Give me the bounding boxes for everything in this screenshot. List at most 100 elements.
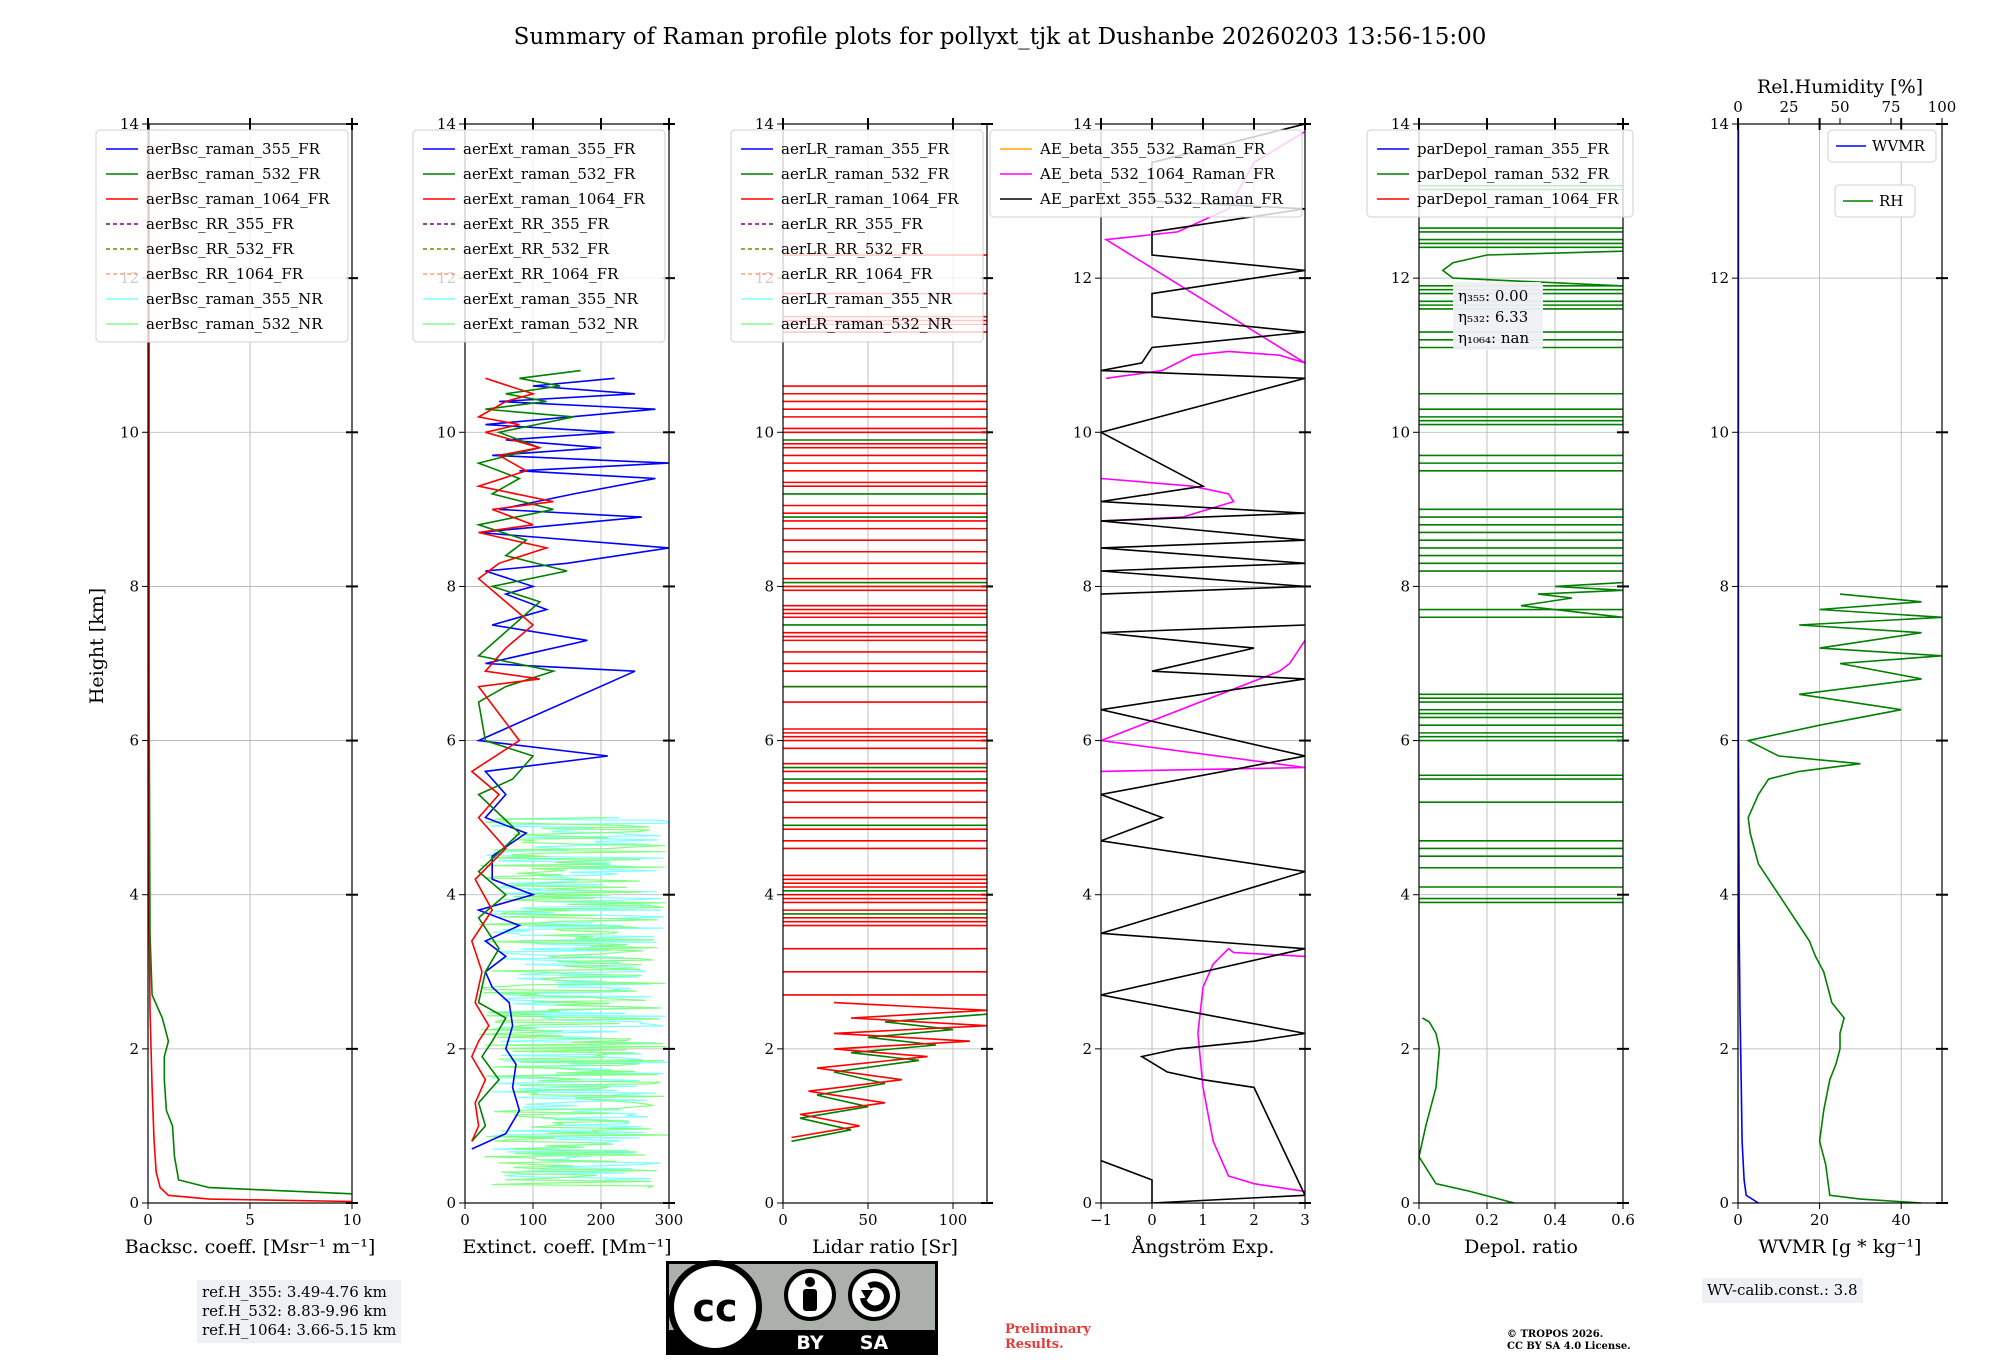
y-tick-label: 0 — [129, 1194, 139, 1212]
y-tick-label: 6 — [1719, 732, 1729, 750]
y-tick-label: 4 — [129, 886, 139, 904]
y-tick-label: 6 — [1082, 732, 1092, 750]
y-tick-label: 0 — [1719, 1194, 1729, 1212]
y-tick-label: 14 — [1073, 115, 1092, 133]
series-line — [148, 124, 352, 1195]
x-tick-label: 100 — [519, 1211, 548, 1229]
ref-height-1064: ref.H_1064: 3.66-5.15 km — [202, 1321, 397, 1339]
legend: AE_beta_355_532_Raman_FR AE_beta_532_1064… — [989, 129, 1303, 218]
x-tick-label: 2 — [1249, 1211, 1259, 1229]
preliminary-note: Preliminary Results. — [1005, 1322, 1091, 1352]
x-tick-label: 300 — [655, 1211, 684, 1229]
series-line — [1197, 947, 1305, 1193]
legend-entry: aerLR_raman_1064_FR — [781, 190, 959, 208]
top-axis-label: Rel.Humidity [%] — [1757, 76, 1923, 98]
series-line — [791, 1001, 987, 1139]
y-tick-label: 2 — [129, 1040, 139, 1058]
y-tick-label: 12 — [1073, 269, 1092, 287]
top-axis-tick-label: 0 — [1733, 98, 1743, 116]
series-line — [1745, 593, 1942, 1203]
y-tick-label: 2 — [1082, 1040, 1092, 1058]
eta-annotation: η₃₅₅: 0.00 η₅₃₂: 6.33 η₁₀₆₄: nan — [1453, 282, 1543, 350]
wv-calib-text: WV-calib.const.: 3.8 — [1707, 1281, 1858, 1299]
series-line — [1419, 1017, 1515, 1203]
share-arrowhead-icon — [861, 1290, 873, 1300]
y-tick-label: 10 — [437, 423, 456, 441]
y-tick-label: 2 — [1400, 1040, 1410, 1058]
legend-entry: aerBsc_RR_532_FR — [146, 240, 294, 258]
y-tick-label: 4 — [1719, 886, 1729, 904]
legend-entry: aerExt_raman_355_NR — [463, 290, 639, 308]
y-tick-label: 4 — [764, 886, 774, 904]
x-tick-label: 50 — [858, 1211, 877, 1229]
series-line — [471, 377, 669, 1150]
annotation-line: η₁₀₆₄: nan — [1458, 329, 1529, 347]
person-body-icon — [803, 1289, 817, 1311]
legend-entry: aerExt_raman_355_FR — [463, 140, 636, 158]
x-tick-label: 0.6 — [1611, 1211, 1635, 1229]
x-tick-label: 20 — [1810, 1211, 1829, 1229]
person-head-icon — [805, 1277, 815, 1287]
annotation-line: η₃₅₅: 0.00 — [1458, 287, 1528, 305]
x-axis-label: WVMR [g * kg⁻¹] — [1759, 1236, 1922, 1258]
top-axis-tick-label: 25 — [1779, 98, 1798, 116]
y-tick-label: 8 — [1082, 577, 1092, 595]
x-tick-label: 0.2 — [1475, 1211, 1499, 1229]
ref-height-532: ref.H_532: 8.83-9.96 km — [202, 1302, 387, 1320]
legend-box — [730, 129, 984, 343]
y-tick-label: 14 — [1710, 115, 1729, 133]
y-tick-label: 12 — [1710, 269, 1729, 287]
legend-entry: aerLR_RR_355_FR — [781, 215, 923, 233]
y-tick-label: 10 — [1391, 423, 1410, 441]
series-line — [1441, 250, 1623, 287]
x-tick-label: 5 — [245, 1211, 255, 1229]
series-line — [148, 124, 352, 1203]
ref-heights-box: ref.H_355: 3.49-4.76 km ref.H_532: 8.83-… — [197, 1280, 402, 1343]
legend: parDepol_raman_355_FR parDepol_raman_532_… — [1366, 129, 1634, 218]
y-tick-label: 10 — [120, 423, 139, 441]
y-tick-label: 8 — [446, 577, 456, 595]
ref-height-355: ref.H_355: 3.49-4.76 km — [202, 1283, 387, 1301]
legend-entry: AE_parExt_355_532_Raman_FR — [1039, 190, 1284, 208]
legend-rh: RH — [1834, 184, 1916, 218]
series-line — [478, 817, 669, 1189]
y-tick-label: 0 — [446, 1194, 456, 1212]
legend-entry: aerBsc_raman_532_NR — [146, 315, 323, 333]
y-tick-label: 0 — [1400, 1194, 1410, 1212]
y-tick-label: 14 — [120, 115, 139, 133]
y-tick-label: 6 — [129, 732, 139, 750]
copyright-line-1: © TROPOS 2026. — [1507, 1329, 1604, 1340]
series-line — [470, 377, 554, 1142]
legend-wvmr: WVMR — [1827, 129, 1937, 163]
x-tick-label: 1 — [1198, 1211, 1208, 1229]
annotation-box — [1453, 282, 1543, 350]
legend-entry: aerLR_RR_1064_FR — [781, 265, 933, 283]
series-line — [1101, 477, 1235, 522]
x-tick-label: 0 — [1733, 1211, 1743, 1229]
top-axis-tick-label: 50 — [1830, 98, 1849, 116]
cc-by-sa-badge: cc BY SA — [666, 1260, 938, 1355]
plot-area — [470, 369, 669, 1189]
series-line — [1520, 581, 1623, 619]
x-tick-label: 0 — [778, 1211, 788, 1229]
legend-entry: aerBsc_RR_1064_FR — [146, 265, 304, 283]
legend-entry: aerExt_RR_1064_FR — [463, 265, 619, 283]
panel-bsc: 051002468101214Backsc. coeff. [Msr⁻¹ m⁻¹… — [95, 115, 375, 1258]
legend: aerLR_raman_355_FR aerLR_raman_532_FR aerL… — [730, 129, 984, 343]
series-line — [1101, 124, 1305, 595]
legend-entry: aerExt_raman_532_FR — [463, 165, 636, 183]
x-tick-label: 0.0 — [1407, 1211, 1431, 1229]
x-tick-label: 200 — [587, 1211, 616, 1229]
annotation-line: η₅₃₂: 6.33 — [1458, 308, 1528, 326]
panel-lr: 05010002468101214Lidar ratio [Sr]aerLR_r… — [730, 115, 993, 1258]
legend-entry: aerExt_RR_355_FR — [463, 215, 610, 233]
y-tick-label: 14 — [437, 115, 456, 133]
y-tick-label: 2 — [1719, 1040, 1729, 1058]
y-tick-label: 8 — [764, 577, 774, 595]
y-tick-label: 0 — [764, 1194, 774, 1212]
y-tick-label: 4 — [446, 886, 456, 904]
y-tick-label: 2 — [446, 1040, 456, 1058]
legend-entry: parDepol_raman_1064_FR — [1417, 190, 1619, 208]
legend-entry: parDepol_raman_355_FR — [1417, 140, 1610, 158]
